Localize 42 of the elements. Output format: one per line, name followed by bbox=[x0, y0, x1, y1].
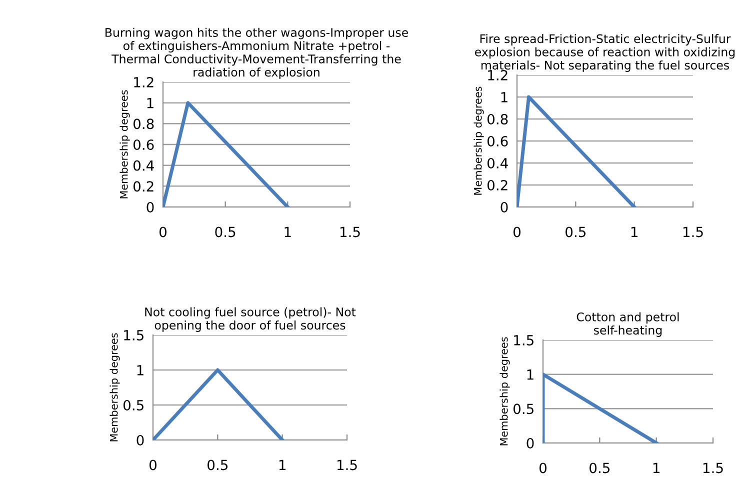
x-tick-label: 1.5 bbox=[683, 226, 703, 238]
y-tick-label: 0.2 bbox=[133, 181, 154, 192]
x-tick-label: 1.5 bbox=[703, 462, 723, 474]
y-tick-label: 0.4 bbox=[487, 158, 508, 168]
chart-title: Cotton and petrol self-heating bbox=[576, 312, 679, 337]
y-tick-label: 1 bbox=[527, 369, 534, 380]
x-tick-label: 1 bbox=[653, 462, 660, 473]
y-tick-label: 1 bbox=[137, 365, 144, 376]
x-tick-label: 0 bbox=[159, 226, 166, 238]
y-tick-label: 0.8 bbox=[133, 118, 154, 130]
x-tick-label: 0.5 bbox=[566, 226, 586, 238]
y-tick-label: 0.2 bbox=[487, 180, 508, 190]
x-tick-label: 1.5 bbox=[340, 226, 360, 238]
y-axis-title: Membership degrees bbox=[500, 337, 510, 446]
x-tick-label: 0.5 bbox=[215, 226, 236, 238]
y-tick-label: 1.5 bbox=[124, 330, 144, 340]
y-tick-label: 0.8 bbox=[487, 114, 508, 124]
y-axis-title: Membership degrees bbox=[110, 333, 120, 442]
y-axis-title: Membership degrees bbox=[474, 86, 484, 195]
x-tick-label: 1 bbox=[284, 226, 291, 237]
y-axis-title: Membership degrees bbox=[120, 90, 130, 198]
y-tick-label: 0.4 bbox=[133, 160, 154, 171]
x-tick-label: 0 bbox=[539, 462, 546, 474]
x-tick-label: 1.5 bbox=[337, 460, 357, 470]
y-tick-label: 0.6 bbox=[487, 136, 508, 146]
x-tick-label: 1 bbox=[279, 460, 286, 470]
y-tick-label: 0.6 bbox=[133, 139, 154, 150]
chart-title: Not cooling fuel source (petrol)- Not opening the door of fuel sources bbox=[145, 307, 356, 332]
y-tick-label: 1 bbox=[147, 98, 154, 108]
y-tick-label: 0.5 bbox=[123, 400, 144, 410]
y-tick-label: 0 bbox=[146, 202, 154, 212]
y-tick-label: 1.2 bbox=[488, 70, 508, 80]
x-tick-label: 1 bbox=[631, 226, 638, 237]
x-tick-label: 0.5 bbox=[590, 462, 610, 474]
x-tick-label: 0.5 bbox=[208, 460, 228, 470]
y-tick-label: 0 bbox=[500, 202, 508, 212]
y-tick-label: 0 bbox=[526, 438, 534, 448]
y-tick-label: 0.5 bbox=[513, 404, 534, 414]
y-tick-label: 1 bbox=[501, 92, 508, 102]
y-tick-label: 0 bbox=[136, 434, 144, 446]
y-tick-label: 1.2 bbox=[134, 76, 154, 88]
y-tick-label: 1.5 bbox=[514, 335, 534, 346]
